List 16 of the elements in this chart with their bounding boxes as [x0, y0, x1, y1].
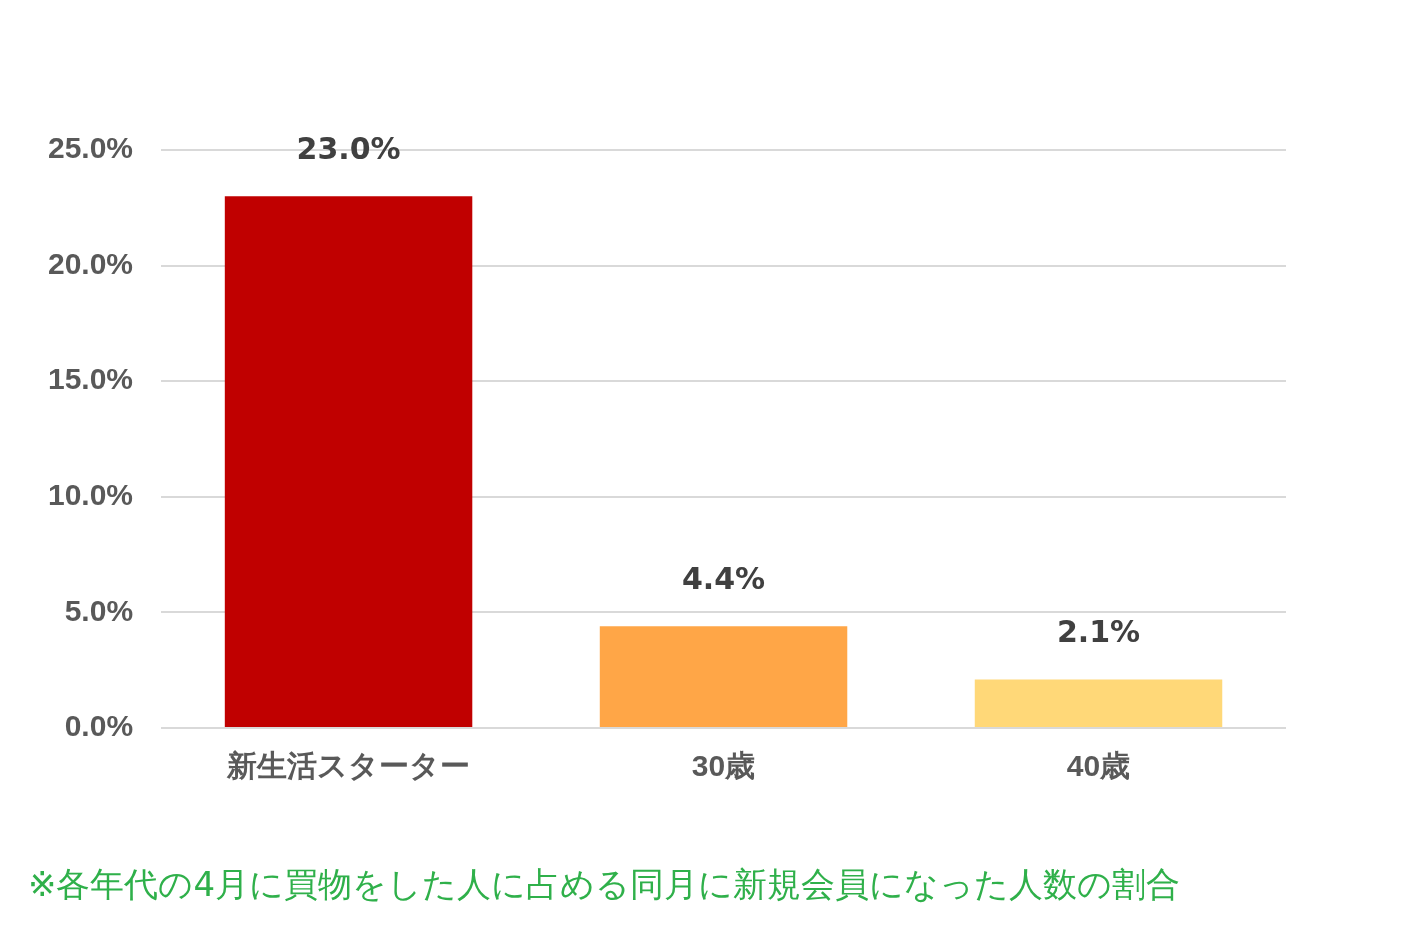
x-tick-label: 30歳 — [691, 749, 756, 783]
text: ※各年代の4月に買物をした人に占める同月に新規会員になった人数の割合 — [28, 863, 1181, 906]
x-tick-label: 新生活スターター — [226, 749, 471, 783]
bar — [224, 196, 473, 727]
y-tick-label: 0.0% — [64, 709, 134, 743]
y-tick-label: 5.0% — [64, 593, 134, 627]
data-label: 2.1% — [1056, 614, 1141, 650]
data-label: 23.0% — [296, 131, 401, 167]
x-tick-label: 40歳 — [1066, 749, 1131, 783]
y-tick-label: 20.0% — [47, 246, 134, 280]
bar — [599, 626, 848, 727]
y-tick-label: 15.0% — [47, 362, 134, 396]
data-label: 4.4% — [681, 561, 766, 597]
y-tick-label: 25.0% — [47, 131, 134, 165]
bar — [974, 679, 1223, 727]
y-tick-label: 10.0% — [47, 478, 134, 512]
